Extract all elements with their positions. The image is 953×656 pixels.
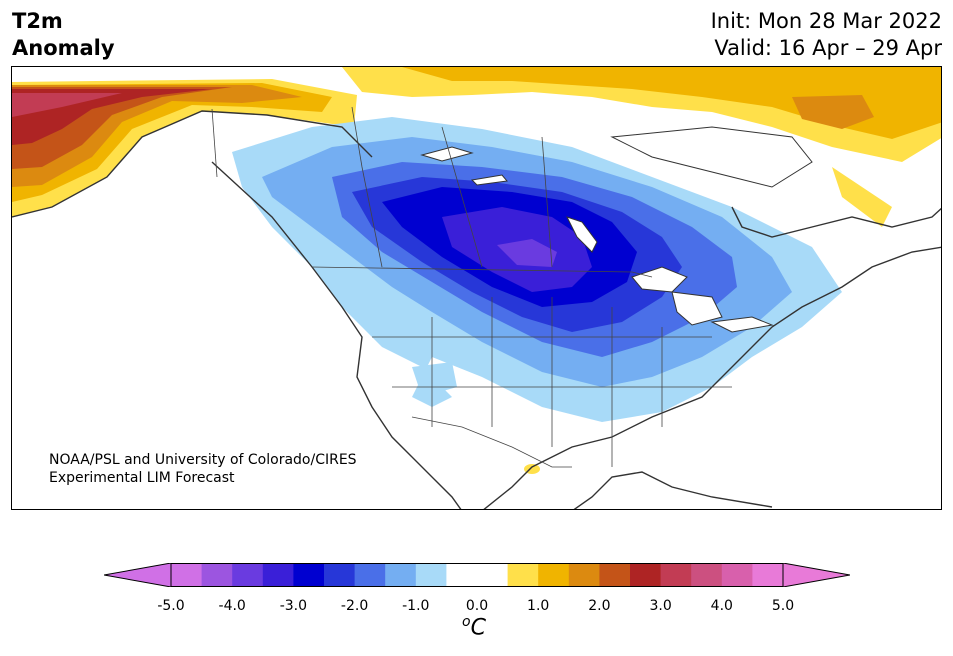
colorbar-bin [354,563,386,587]
colorbar-bin [599,563,631,587]
colorbar-bin [752,563,784,587]
colorbar-bin [201,563,233,587]
colorbar-tick-label: 1.0 [527,598,550,614]
colorbar-bin [415,563,447,587]
credit-line-1: NOAA/PSL and University of Colorado/CIRE… [49,452,357,468]
colorbar-bin [538,563,570,587]
unit-superscript: o [462,614,471,630]
colorbar-bin [630,563,662,587]
coastlines [12,110,941,509]
map-title: T2m Anomaly [12,8,115,62]
colorbar-tick-label: 4.0 [710,598,733,614]
central-cold-anomaly [232,117,842,422]
colorbar-tick-label: -4.0 [218,598,246,614]
colorbar-bin [293,563,325,587]
colorbar-bin [385,563,417,587]
unit-label: oC [462,614,486,640]
political-borders [211,106,732,468]
map-canvas [12,67,941,509]
forecast-dates: Init: Mon 28 Mar 2022 Valid: 16 Apr – 29… [711,8,942,62]
colorbar-bin [324,563,356,587]
alaska-warm-anomaly [12,79,357,217]
colorbar-bin [691,563,723,587]
colorbar-bin [477,563,509,587]
colorbar-bin [232,563,264,587]
valid-range: Valid: 16 Apr – 29 Apr [714,36,942,60]
colorbar-tick-label: 2.0 [588,598,611,614]
init-date: Init: Mon 28 Mar 2022 [710,9,942,33]
colorbar-bin [660,563,692,587]
colorbar-tick-label: 0.0 [465,598,489,614]
colorbar-tick-label: 5.0 [771,598,795,614]
credit-text: NOAA/PSL and University of Colorado/CIRE… [49,451,357,487]
arctic-warm-anomaly [342,67,941,227]
colorbar-bin [262,563,294,587]
title-line-1: T2m [12,9,63,33]
credit-line-2: Experimental LIM Forecast [49,470,235,486]
colorbar-over-arrow [782,563,850,587]
colorbar-under-arrow [104,563,172,587]
colorbar-bin [721,563,753,587]
colorbar-bin [507,563,539,587]
colorbar-tick-label: -5.0 [157,598,185,614]
colorbar-bin [171,563,203,587]
colorbar-tick-label: -3.0 [279,598,308,614]
colorbar-frame [170,563,784,587]
colorbar-tick-label: 3.0 [649,598,672,614]
colorbar-bin [446,563,478,587]
water-bodies [420,126,813,333]
anomaly-map: NOAA/PSL and University of Colorado/CIRE… [11,66,942,510]
colorbar-bin [568,563,600,587]
title-line-2: Anomaly [12,36,115,60]
unit-main: C [470,615,486,641]
colorbar-tick-label: -1.0 [402,598,430,614]
colorbar [104,563,850,587]
colorbar-tick-label: -2.0 [340,598,369,614]
